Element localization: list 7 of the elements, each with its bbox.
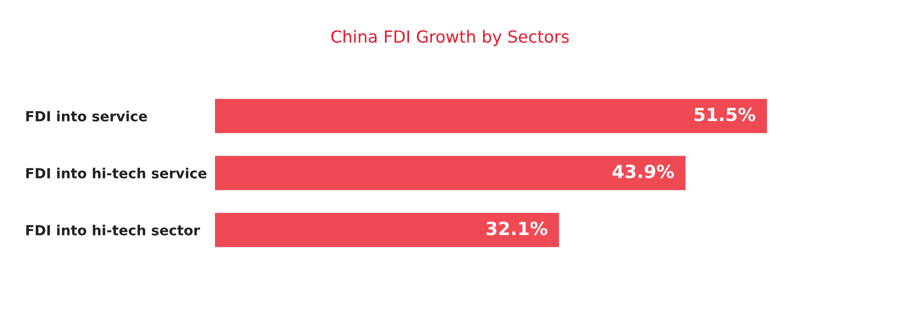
y-tick-label: FDI into hi-tech sector — [26, 224, 200, 236]
y-tick-label: FDI into service — [26, 110, 148, 122]
data-label: 51.5% — [694, 108, 756, 122]
data-label: 43.9% — [612, 164, 674, 178]
data-label: 32.1% — [486, 222, 548, 236]
y-tick-label: FDI into hi-tech service — [26, 168, 206, 178]
chart-title: China FDI Growth by Sectors — [331, 30, 569, 46]
